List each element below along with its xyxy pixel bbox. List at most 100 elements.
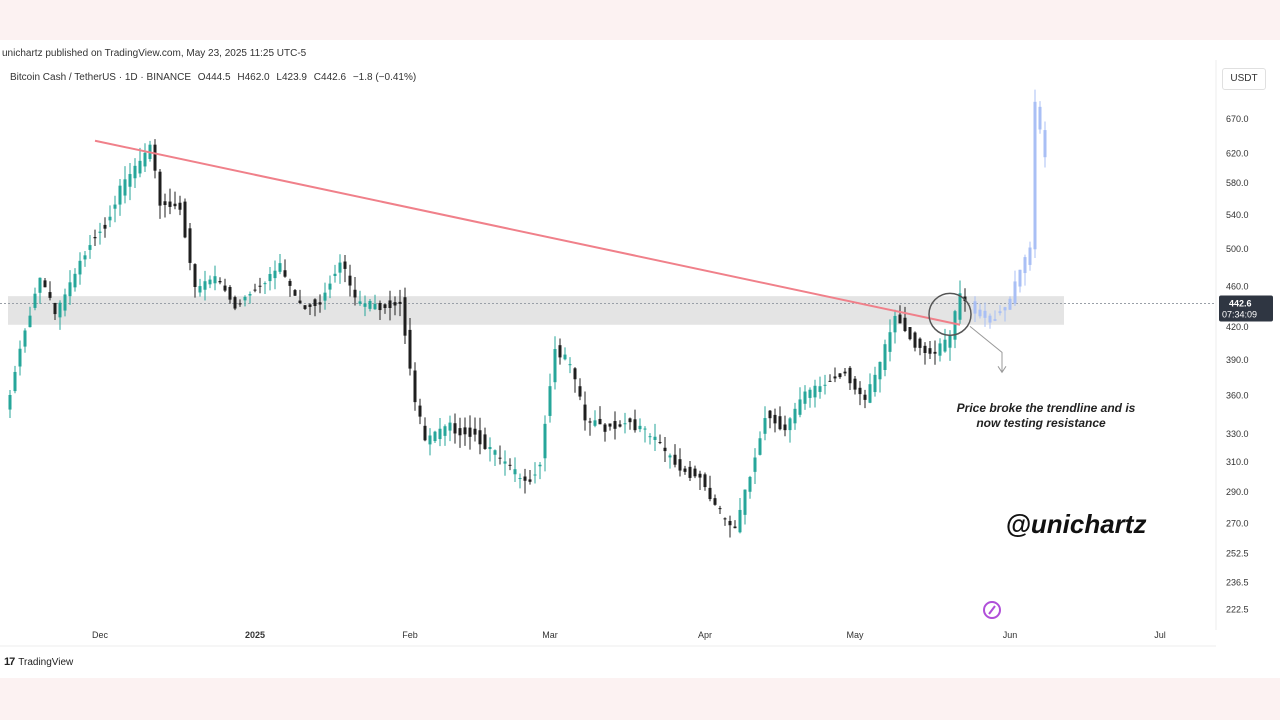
tradingview-icon: 17 — [4, 656, 15, 668]
ohlc-open: O444.5 — [197, 72, 231, 83]
y-tick-label: 252.5 — [1226, 548, 1249, 558]
ohlc-change: −1.8 (−0.41%) — [352, 72, 417, 83]
candle-body — [853, 378, 857, 390]
candle-body — [308, 304, 312, 307]
candle-body — [823, 384, 827, 386]
candle-body — [123, 179, 127, 196]
candle-body — [278, 263, 282, 272]
candle-body — [518, 478, 522, 480]
candle-body — [908, 327, 912, 340]
candle-body — [358, 301, 362, 304]
ohlc-low: L423.9 — [276, 72, 307, 83]
candle-body — [408, 329, 412, 369]
candle-body — [413, 370, 417, 403]
x-tick-label: Dec — [92, 630, 109, 640]
candle-body — [588, 421, 592, 423]
candle-body — [568, 364, 572, 366]
candle-body — [828, 380, 832, 382]
candle-body — [653, 436, 657, 440]
candle-body — [923, 345, 927, 353]
candle-body — [98, 231, 102, 233]
candle-body — [428, 435, 432, 445]
candle-body — [303, 305, 307, 309]
replay-icon — [983, 601, 1001, 619]
projection-candle — [978, 309, 982, 317]
candle-body — [243, 296, 247, 301]
candle-body — [153, 144, 157, 171]
candle-body — [878, 361, 882, 380]
candle-body — [83, 255, 87, 260]
candle-body — [248, 294, 252, 296]
candle-body — [493, 450, 497, 455]
candle-body — [553, 349, 557, 383]
candle-body — [193, 264, 197, 288]
projection-candle — [1023, 257, 1027, 274]
candle-body — [693, 468, 697, 477]
candle-body — [953, 311, 957, 340]
candle-body — [503, 461, 507, 464]
candle-body — [868, 384, 872, 403]
candle-body — [233, 297, 237, 309]
candle-body — [688, 466, 692, 478]
candle-body — [768, 410, 772, 419]
candle-body — [708, 487, 712, 500]
candle-body — [488, 447, 492, 450]
candle-body — [638, 425, 642, 430]
candle-body — [858, 387, 862, 395]
projection-candles — [973, 89, 1047, 329]
watermark-handle: @unichartz — [1006, 509, 1147, 539]
candle-body — [138, 160, 142, 174]
annotation-arrowhead — [997, 366, 1007, 374]
candle-body — [273, 270, 277, 279]
candle-body — [873, 374, 877, 393]
candle-body — [363, 303, 367, 307]
countdown-label: 07:34:09 — [1222, 310, 1257, 320]
ohlc-high: H462.0 — [237, 72, 270, 83]
candle-body — [808, 389, 812, 398]
candle-body — [673, 454, 677, 465]
candle-body — [133, 165, 137, 179]
candle-body — [558, 345, 562, 358]
candle-body — [743, 489, 747, 515]
projection-candle — [998, 311, 1002, 314]
candle-body — [813, 385, 817, 398]
publisher-line: unichartz published on TradingView.com, … — [2, 48, 307, 59]
candle-body — [443, 426, 447, 436]
candle-body — [943, 339, 947, 352]
symbol-name[interactable]: Bitcoin Cash / TetherUS · 1D · BINANCE — [10, 72, 191, 83]
candle-body — [543, 423, 547, 459]
candle-body — [208, 279, 212, 285]
y-tick-label: 500.0 — [1226, 244, 1249, 254]
candle-body — [73, 273, 77, 288]
candle-body — [738, 509, 742, 533]
candle-body — [338, 262, 342, 273]
tradingview-logo[interactable]: 17 TradingView — [4, 656, 73, 668]
candle-body — [293, 290, 297, 296]
y-tick-label: 540.0 — [1226, 210, 1249, 220]
y-tick-label: 270.0 — [1226, 519, 1249, 529]
currency-unit-button[interactable]: USDT — [1222, 68, 1266, 90]
candle-body — [958, 293, 962, 320]
candle-body — [88, 245, 92, 250]
candle-body — [398, 301, 402, 304]
annotation-text-line1: Price broke the trendline and is — [957, 401, 1136, 415]
candle-body — [698, 473, 702, 478]
candle-body — [593, 420, 597, 426]
candle-body — [38, 277, 42, 293]
candle-body — [938, 343, 942, 356]
candle-body — [793, 408, 797, 424]
candle-body — [213, 276, 217, 284]
candle-body — [598, 418, 602, 425]
x-tick-label: May — [846, 630, 864, 640]
candle-body — [253, 289, 257, 291]
projection-candle — [1043, 130, 1047, 158]
candle-body — [263, 283, 267, 285]
candle-body — [658, 442, 662, 444]
candle-body — [53, 302, 57, 315]
candle-body — [203, 281, 207, 290]
candle-body — [343, 261, 347, 269]
candle-body — [893, 315, 897, 333]
candle-body — [218, 281, 222, 283]
candle-body — [498, 457, 502, 459]
